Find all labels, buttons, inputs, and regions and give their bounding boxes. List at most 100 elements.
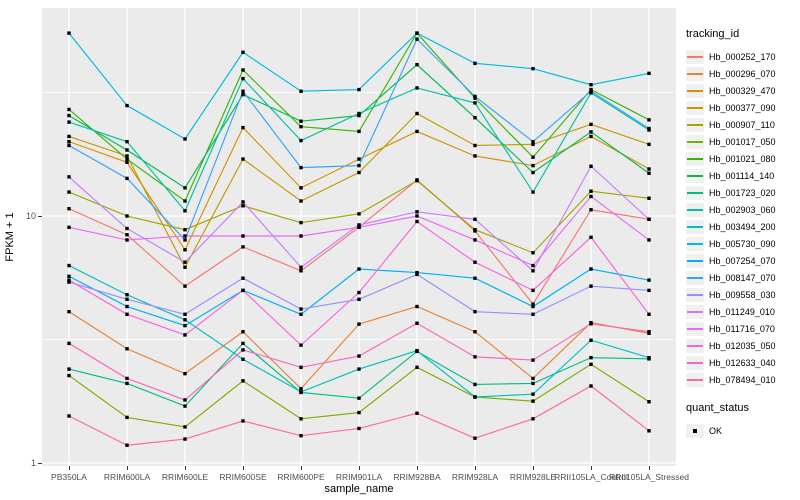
data-point	[473, 116, 477, 120]
line-swatch-icon	[687, 89, 703, 92]
data-point	[299, 199, 303, 203]
data-point	[473, 101, 477, 105]
data-point	[589, 322, 593, 326]
data-point	[183, 265, 187, 269]
data-point	[473, 217, 477, 221]
legend-item-Hb_078494_010: Hb_078494_010	[686, 371, 798, 388]
legend-key	[686, 270, 704, 285]
data-point	[357, 426, 361, 431]
plot-canvas	[42, 8, 676, 466]
data-point	[647, 288, 651, 293]
line-swatch-icon	[687, 276, 703, 279]
data-point	[589, 284, 593, 288]
data-point	[357, 163, 361, 168]
data-point	[241, 341, 245, 346]
data-point	[67, 139, 71, 144]
line-swatch-icon	[687, 293, 703, 296]
legend-item-Hb_000252_170: Hb_000252_170	[686, 48, 798, 65]
data-point	[473, 154, 477, 158]
data-point	[415, 86, 419, 90]
data-point	[357, 113, 361, 118]
legend-title-quant-status: quant_status	[686, 402, 749, 414]
x-tick-mark	[359, 466, 360, 470]
x-axis-title: sample_name	[324, 483, 394, 495]
data-point	[647, 217, 651, 221]
legend-item-label: Hb_000252_170	[709, 51, 776, 62]
data-point	[241, 157, 245, 161]
data-point	[647, 278, 651, 282]
data-point	[125, 238, 129, 242]
data-point	[183, 398, 187, 402]
data-point	[183, 199, 187, 203]
data-point	[299, 165, 303, 170]
data-point	[647, 171, 651, 175]
data-point	[183, 437, 187, 441]
data-point	[299, 138, 303, 143]
data-point	[125, 214, 129, 218]
data-point	[67, 31, 71, 35]
x-tick-mark	[127, 466, 128, 470]
line-swatch-icon	[687, 259, 703, 262]
data-point	[473, 382, 477, 387]
legend-item-label: Hb_000377_090	[709, 102, 776, 113]
data-point	[589, 194, 593, 199]
data-point	[299, 386, 303, 391]
data-point	[125, 381, 129, 386]
legend-item-Hb_000907_110: Hb_000907_110	[686, 116, 798, 133]
legend-key	[686, 304, 704, 319]
legend-item-label: Hb_012035_050	[709, 340, 776, 351]
data-point	[125, 103, 129, 108]
legend-item-label: Hb_007254_070	[709, 255, 776, 266]
data-point	[415, 411, 419, 415]
data-point	[415, 348, 419, 353]
data-point	[531, 392, 535, 396]
data-point	[67, 225, 71, 230]
data-point	[647, 167, 651, 171]
data-point	[241, 288, 245, 293]
data-point	[647, 118, 651, 122]
data-point	[589, 355, 593, 360]
data-point	[125, 443, 129, 447]
data-point	[241, 76, 245, 81]
data-point	[415, 111, 419, 116]
data-point	[299, 124, 303, 129]
x-tick-label-RRIM901LA: RRIM901LA	[335, 472, 383, 482]
data-point	[415, 365, 419, 370]
y-tick-mark	[38, 216, 42, 217]
legend-item-label: Hb_003494_200	[709, 221, 776, 232]
legend-key	[686, 372, 704, 387]
legend-key	[686, 66, 704, 81]
data-point	[183, 137, 187, 141]
data-point	[183, 228, 187, 232]
data-point	[67, 207, 71, 211]
data-point	[357, 223, 361, 227]
data-point	[589, 338, 593, 342]
data-point	[357, 225, 361, 230]
data-point	[67, 113, 71, 118]
legend-key	[686, 338, 704, 353]
legend-item-label: Hb_011249_010	[709, 306, 775, 317]
data-point	[415, 62, 419, 67]
data-point	[589, 267, 593, 271]
data-point	[183, 234, 187, 238]
data-point	[125, 176, 129, 181]
legend-item-label: Hb_001017_050	[709, 136, 776, 147]
y-tick-mark	[38, 463, 42, 464]
data-point	[299, 220, 303, 225]
data-point	[589, 83, 593, 87]
data-point	[357, 367, 361, 371]
data-point	[299, 89, 303, 93]
line-swatch-icon	[687, 174, 703, 177]
data-point	[299, 390, 303, 394]
data-point	[531, 358, 535, 362]
x-tick-label-RRIM928LE: RRIM928LE	[509, 472, 557, 482]
line-swatch-icon	[687, 361, 703, 364]
data-point	[589, 189, 593, 193]
legend-item-Hb_001114_140: Hb_001114_140	[686, 167, 798, 184]
data-point	[415, 178, 419, 183]
data-point	[415, 31, 419, 35]
legend-key	[686, 202, 704, 217]
x-tick-mark	[533, 466, 534, 470]
data-point	[473, 94, 477, 99]
data-point	[241, 419, 245, 423]
